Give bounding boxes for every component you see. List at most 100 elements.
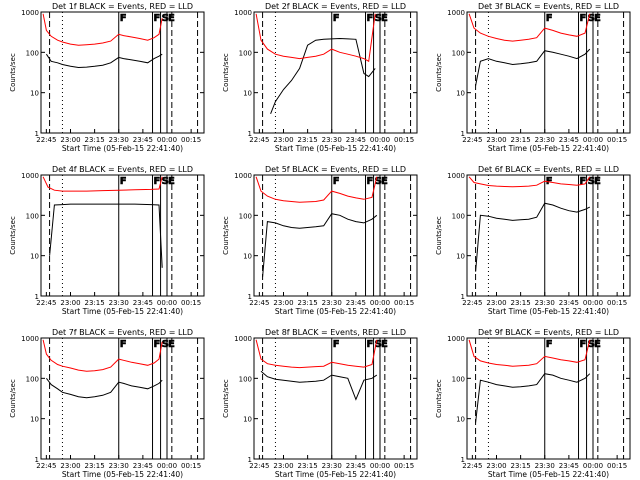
marker-label: F bbox=[154, 13, 161, 24]
x-tick-label: 22:45 bbox=[249, 462, 269, 470]
plot-title: Det 3f BLACK = Events, RED = LLD bbox=[478, 2, 619, 11]
y-tick-label: 10 bbox=[30, 416, 39, 424]
x-tick-label: 23:45 bbox=[346, 299, 366, 307]
y-tick-label: 10 bbox=[456, 253, 465, 261]
series-events-line bbox=[475, 48, 591, 86]
marker-label: F bbox=[580, 13, 587, 24]
x-tick-label: 23:00 bbox=[60, 136, 80, 144]
x-tick-label: 00:15 bbox=[394, 462, 414, 470]
marker-label: F bbox=[546, 13, 553, 24]
marker-label: S bbox=[588, 13, 595, 24]
y-axis-label: Counts/sec bbox=[435, 379, 443, 418]
plot-title: Det 1f BLACK = Events, RED = LLD bbox=[52, 2, 193, 11]
x-tick-label: 23:30 bbox=[322, 299, 342, 307]
marker-label: S bbox=[162, 176, 169, 187]
x-tick-label: 23:45 bbox=[346, 136, 366, 144]
plot-frame bbox=[40, 11, 205, 134]
y-tick-label: 100 bbox=[239, 375, 252, 383]
plot-title: Det 7f BLACK = Events, RED = LLD bbox=[52, 328, 193, 337]
x-tick-label: 00:15 bbox=[181, 462, 201, 470]
x-tick-label: 00:00 bbox=[583, 136, 603, 144]
y-tick-label: 10 bbox=[456, 90, 465, 98]
marker-label: S bbox=[162, 339, 169, 350]
marker-label: F bbox=[367, 339, 374, 350]
y-tick-label: 100 bbox=[239, 49, 252, 57]
x-tick-label: 23:15 bbox=[298, 299, 318, 307]
y-tick-label: 1000 bbox=[234, 172, 252, 180]
y-tick-label: 1 bbox=[461, 130, 465, 138]
series-events-line bbox=[49, 203, 163, 268]
marker-label: F bbox=[154, 339, 161, 350]
x-tick-label: 23:00 bbox=[486, 462, 506, 470]
plot-title: Det 9f BLACK = Events, RED = LLD bbox=[478, 328, 619, 337]
series-lld-line bbox=[42, 339, 163, 372]
y-tick-label: 100 bbox=[452, 375, 465, 383]
x-axis-label: Start Time (05-Feb-15 22:41:40) bbox=[275, 470, 396, 479]
y-tick-label: 1000 bbox=[447, 172, 465, 180]
plot-frame bbox=[466, 174, 631, 297]
y-axis-label: Counts/sec bbox=[222, 53, 230, 92]
y-axis-label: Counts/sec bbox=[435, 216, 443, 255]
x-tick-label: 23:00 bbox=[486, 299, 506, 307]
y-tick-label: 100 bbox=[452, 212, 465, 220]
x-axis-label: Start Time (05-Feb-15 22:41:40) bbox=[488, 307, 609, 316]
x-tick-label: 23:45 bbox=[346, 462, 366, 470]
x-tick-label: 00:00 bbox=[370, 462, 390, 470]
plot-frame bbox=[253, 337, 418, 460]
plot-frame bbox=[40, 174, 205, 297]
x-tick-label: 23:45 bbox=[133, 136, 153, 144]
y-tick-label: 100 bbox=[26, 375, 39, 383]
y-tick-label: 1000 bbox=[21, 172, 39, 180]
series-lld-line bbox=[255, 176, 378, 203]
x-axis-label: Start Time (05-Feb-15 22:41:40) bbox=[488, 470, 609, 479]
marker-label: F bbox=[546, 339, 553, 350]
series-events-line bbox=[475, 202, 591, 272]
marker-label: E bbox=[594, 13, 601, 24]
series-events-line bbox=[46, 377, 163, 399]
marker-label: E bbox=[168, 13, 175, 24]
y-tick-label: 10 bbox=[30, 253, 39, 261]
x-tick-label: 23:15 bbox=[85, 299, 105, 307]
y-tick-label: 1000 bbox=[21, 335, 39, 343]
y-axis-label: Counts/sec bbox=[435, 53, 443, 92]
x-axis-label: Start Time (05-Feb-15 22:41:40) bbox=[62, 470, 183, 479]
y-tick-label: 1 bbox=[35, 456, 39, 464]
marker-label: E bbox=[381, 13, 388, 24]
y-tick-label: 10 bbox=[243, 253, 252, 261]
y-axis-label: Counts/sec bbox=[9, 379, 17, 418]
x-tick-label: 00:00 bbox=[583, 299, 603, 307]
y-tick-label: 1 bbox=[35, 293, 39, 301]
series-lld-line bbox=[468, 176, 591, 188]
marker-label: S bbox=[588, 176, 595, 187]
y-tick-label: 10 bbox=[243, 416, 252, 424]
y-tick-label: 100 bbox=[26, 49, 39, 57]
x-tick-label: 22:45 bbox=[249, 299, 269, 307]
y-tick-label: 10 bbox=[243, 90, 252, 98]
y-tick-label: 100 bbox=[26, 212, 39, 220]
x-tick-label: 23:30 bbox=[535, 299, 555, 307]
marker-label: F bbox=[120, 339, 127, 350]
y-tick-label: 100 bbox=[452, 49, 465, 57]
marker-label: S bbox=[375, 176, 382, 187]
x-tick-label: 23:30 bbox=[535, 136, 555, 144]
x-tick-label: 00:15 bbox=[181, 136, 201, 144]
x-tick-label: 23:15 bbox=[298, 462, 318, 470]
y-tick-label: 1 bbox=[461, 456, 465, 464]
x-tick-label: 23:30 bbox=[322, 136, 342, 144]
marker-label: F bbox=[120, 176, 127, 187]
marker-label: S bbox=[375, 13, 382, 24]
x-tick-label: 00:00 bbox=[157, 136, 177, 144]
x-tick-label: 23:45 bbox=[133, 299, 153, 307]
x-axis-label: Start Time (05-Feb-15 22:41:40) bbox=[62, 307, 183, 316]
marker-label: F bbox=[580, 176, 587, 187]
x-tick-label: 23:00 bbox=[273, 136, 293, 144]
marker-label: F bbox=[333, 339, 340, 350]
y-tick-label: 1 bbox=[248, 293, 252, 301]
x-tick-label: 23:30 bbox=[109, 136, 129, 144]
x-tick-label: 22:45 bbox=[36, 299, 56, 307]
